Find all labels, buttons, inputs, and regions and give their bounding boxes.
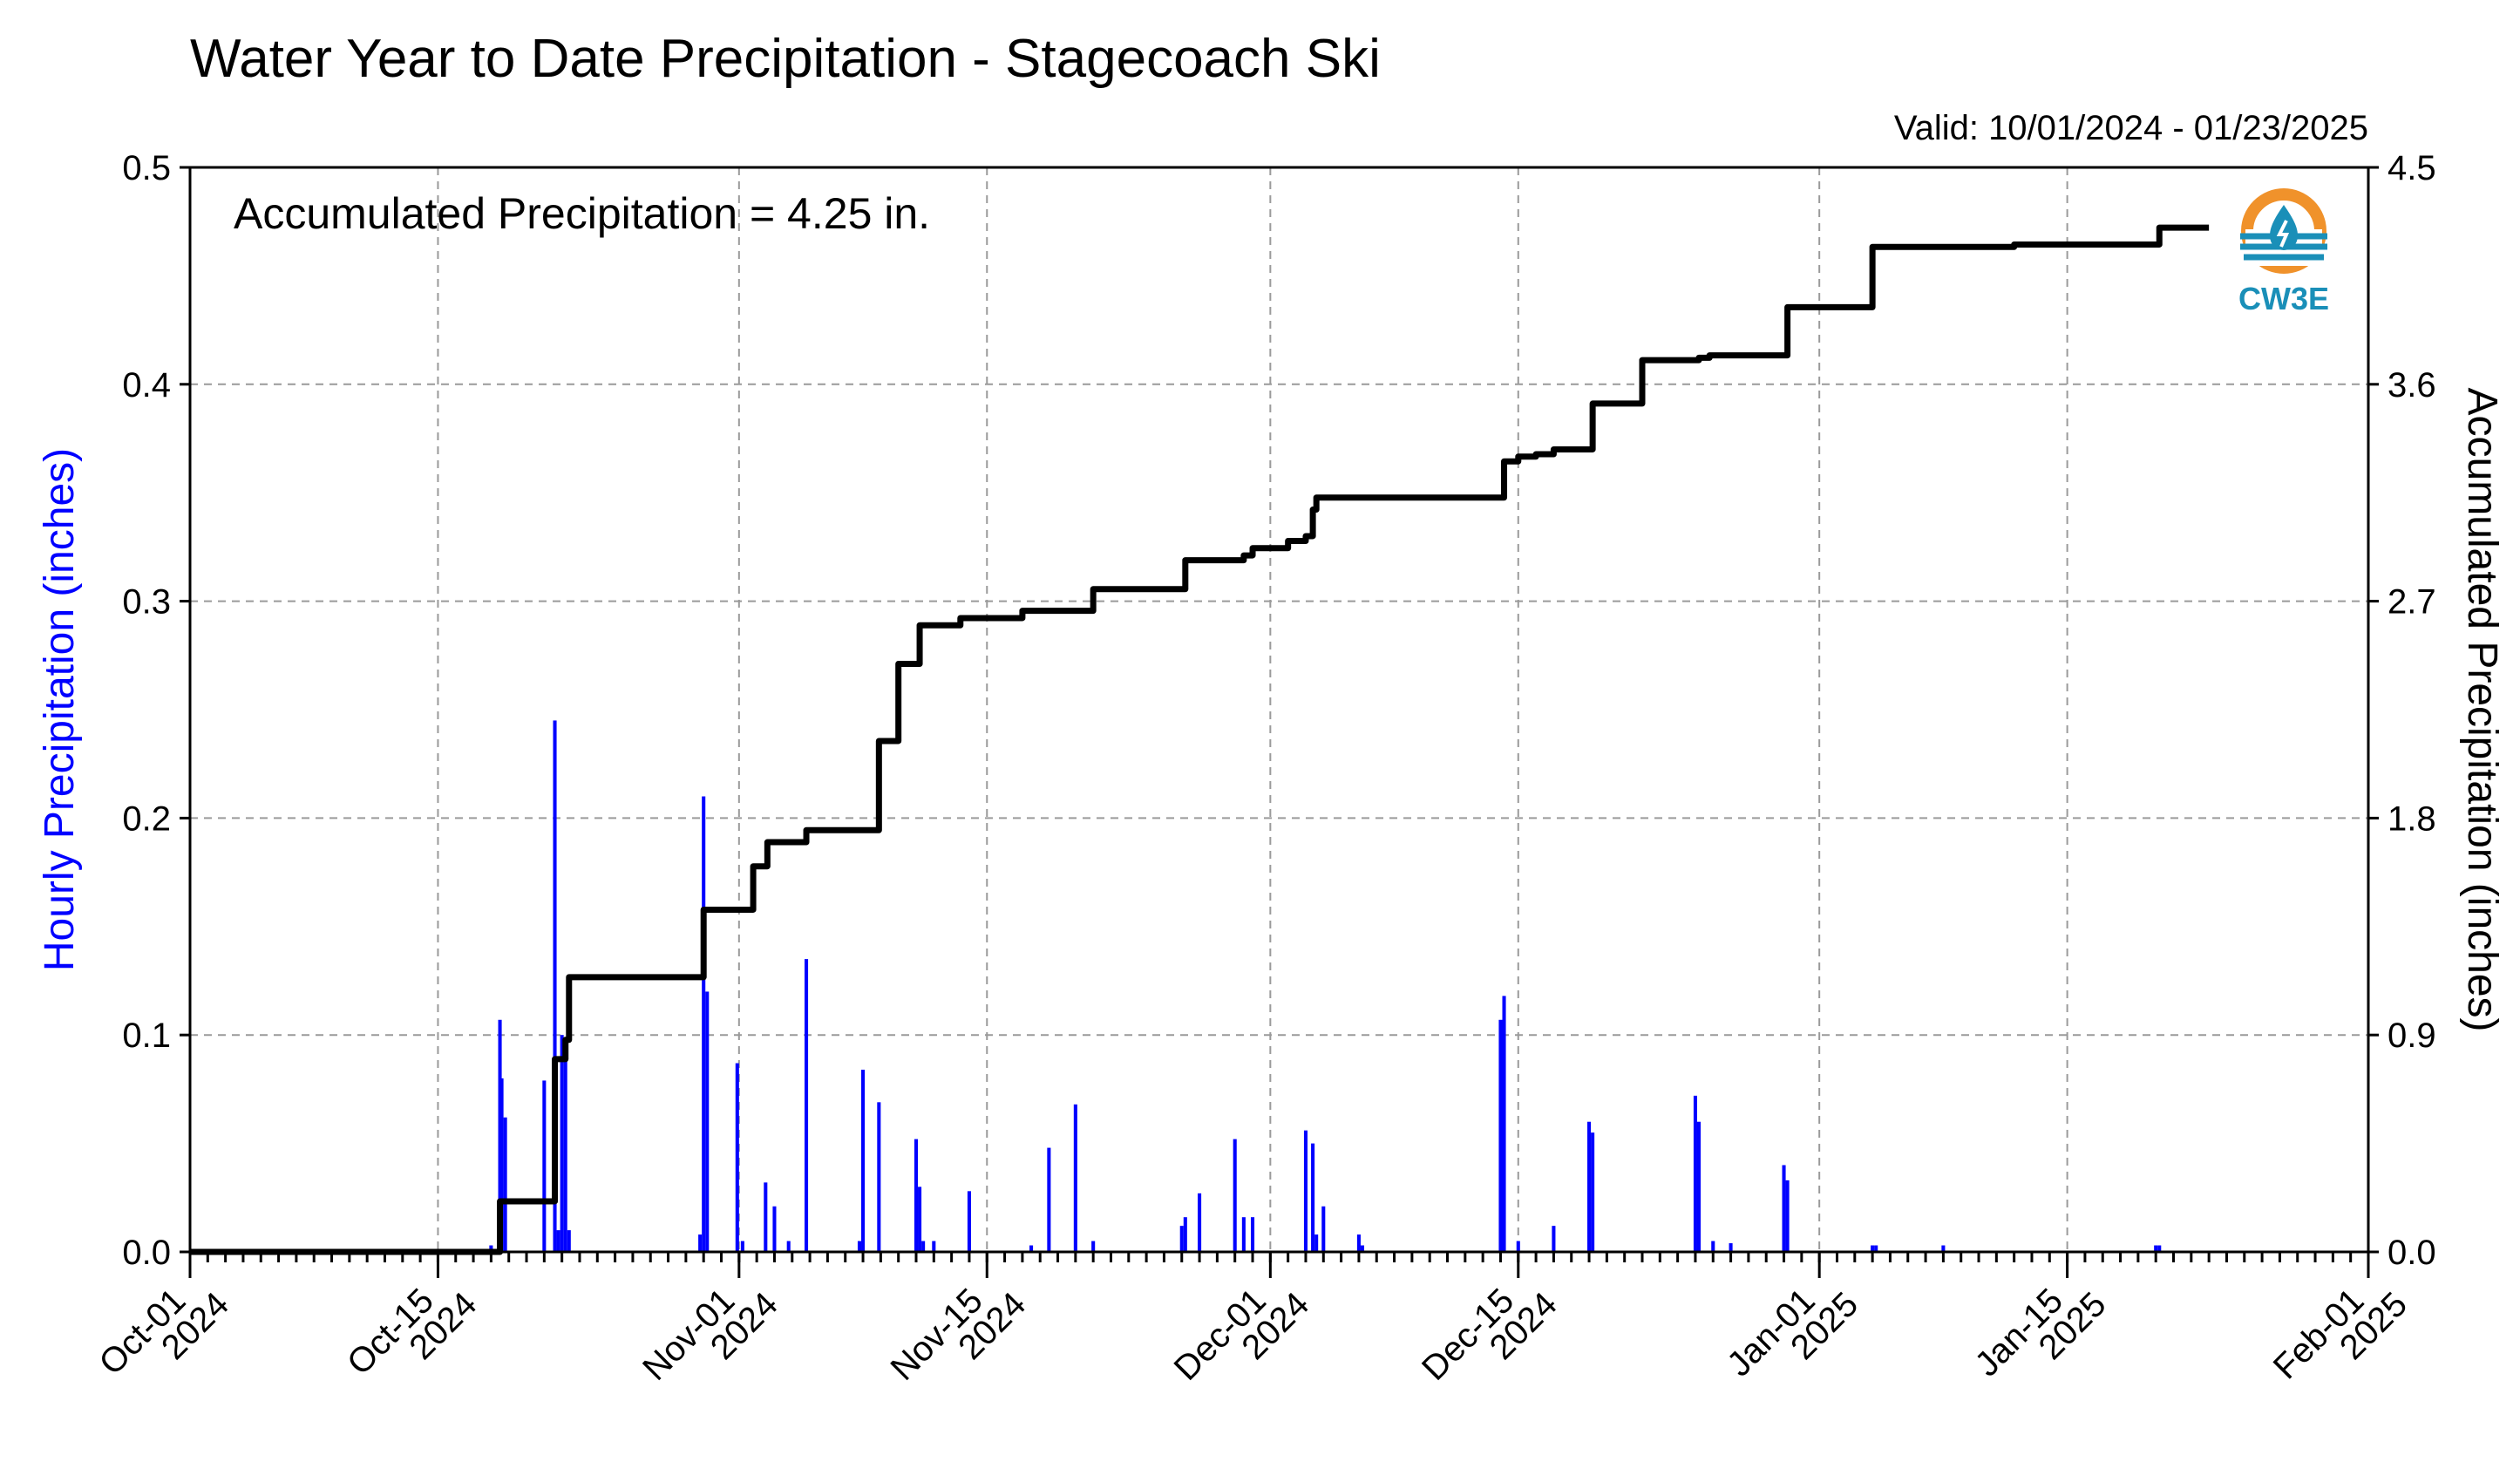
cw3e-logo: CW3E xyxy=(2238,188,2329,316)
hourly-bar xyxy=(1871,1245,1875,1252)
hourly-bars xyxy=(489,720,2162,1252)
hourly-bar xyxy=(1073,1104,1077,1252)
hourly-bar xyxy=(918,1187,922,1252)
hourly-bar xyxy=(1321,1206,1326,1252)
y-axis-label-right: Accumulated Precipitation (inches) xyxy=(2459,387,2505,1031)
y-tick-label-right: 2.7 xyxy=(2388,583,2436,622)
hourly-bar xyxy=(1874,1245,1878,1252)
hourly-bar xyxy=(2157,1245,2162,1252)
y-axis-label-left: Hourly Precipitation (inches) xyxy=(37,448,83,971)
hourly-bar xyxy=(1198,1193,1202,1252)
chart-subtitle: Valid: 10/01/2024 - 01/23/2025 xyxy=(1894,109,2368,147)
axis-tick-labels: 0.0 0.0 0.1 0.9 0.2 1.8 0.3 2.7 0.4 3.6 0.5 4.5 Oct-… xyxy=(92,149,2436,1388)
chart-title: Water Year to Date Precipitation - Stage… xyxy=(190,29,1381,89)
y-tick-label-right: 0.0 xyxy=(2388,1234,2436,1272)
y-tick-label-left: 0.5 xyxy=(122,149,171,187)
accumulated-line-group xyxy=(190,224,2210,1255)
y-tick-label-left: 0.0 xyxy=(122,1234,171,1272)
accumulation-annotation: Accumulated Precipitation = 4.25 in. xyxy=(234,189,930,238)
hourly-bar xyxy=(1179,1226,1184,1252)
hourly-bar xyxy=(1502,996,1506,1252)
plot-frame xyxy=(188,166,2370,1254)
y-tick-label-left: 0.2 xyxy=(122,799,171,838)
grid xyxy=(190,167,2368,1252)
hourly-bar xyxy=(1356,1234,1361,1252)
hourly-bar xyxy=(542,1080,547,1252)
hourly-bar xyxy=(1314,1234,1319,1252)
hourly-bar xyxy=(2154,1245,2158,1252)
y-tick-label-left: 0.1 xyxy=(122,1017,171,1055)
axis-ticks xyxy=(180,166,2379,1278)
hourly-bar xyxy=(1591,1132,1595,1252)
hourly-bar xyxy=(702,796,706,1252)
accumulated-line xyxy=(190,224,2210,1255)
hourly-bar xyxy=(914,1139,919,1252)
hourly-bar xyxy=(857,1241,862,1252)
hourly-bar xyxy=(861,1070,866,1252)
hourly-bar xyxy=(698,1234,703,1252)
hourly-bar xyxy=(1303,1130,1308,1252)
hourly-bar xyxy=(1552,1226,1556,1252)
y-tick-label-right: 3.6 xyxy=(2388,366,2436,405)
hourly-bar xyxy=(1941,1245,1946,1252)
hourly-bar xyxy=(805,959,809,1252)
hourly-bar xyxy=(1785,1180,1790,1252)
hourly-bar xyxy=(877,1102,881,1252)
hourly-bar xyxy=(563,1057,567,1252)
hourly-bar xyxy=(1729,1243,1733,1252)
hourly-bar xyxy=(740,1241,744,1252)
hourly-bar xyxy=(503,1117,507,1252)
hourly-bar xyxy=(1091,1241,1096,1252)
hourly-bar xyxy=(735,1063,739,1252)
y-tick-label-left: 0.4 xyxy=(122,366,171,405)
hourly-bar xyxy=(1241,1217,1246,1252)
hourly-bar xyxy=(786,1241,791,1252)
hourly-bar xyxy=(553,720,557,1252)
y-tick-label-right: 0.9 xyxy=(2388,1017,2436,1055)
y-tick-label-right: 4.5 xyxy=(2388,149,2436,187)
hourly-bar xyxy=(1587,1121,1592,1252)
y-tick-label-right: 1.8 xyxy=(2388,799,2436,838)
hourly-bar xyxy=(921,1241,926,1252)
hourly-bar xyxy=(1782,1165,1786,1252)
hourly-bar xyxy=(1696,1121,1702,1252)
hourly-bar xyxy=(1233,1139,1237,1252)
hourly-bar xyxy=(1250,1217,1255,1252)
hourly-bar xyxy=(705,991,710,1252)
hourly-bar xyxy=(1183,1217,1187,1252)
hourly-bar xyxy=(556,1230,560,1252)
hourly-bar xyxy=(1711,1241,1715,1252)
hourly-bar xyxy=(489,1245,493,1252)
hourly-bar xyxy=(1029,1245,1034,1252)
hourly-bar xyxy=(772,1206,777,1252)
hourly-bar xyxy=(967,1191,971,1252)
hourly-bar xyxy=(932,1241,936,1252)
hourly-bar xyxy=(560,1035,564,1252)
hourly-bar xyxy=(1311,1143,1315,1252)
hourly-bar xyxy=(1047,1147,1051,1252)
hourly-bar xyxy=(764,1182,768,1252)
hourly-bar xyxy=(1498,1019,1503,1252)
y-tick-label-left: 0.3 xyxy=(122,583,171,622)
hourly-bar xyxy=(1693,1095,1697,1252)
hourly-bar xyxy=(499,1078,504,1252)
hourly-bar xyxy=(1360,1245,1365,1252)
hourly-bar xyxy=(1516,1241,1520,1252)
logo-label: CW3E xyxy=(2238,281,2329,316)
hourly-bar xyxy=(567,1230,571,1252)
